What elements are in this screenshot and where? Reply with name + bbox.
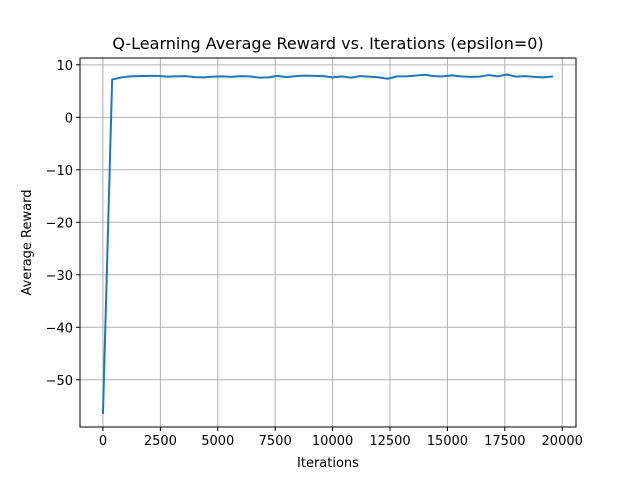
y-tick-label: 10	[56, 59, 73, 74]
y-tick-label: −30	[46, 269, 73, 284]
y-tick-label: 0	[65, 111, 73, 126]
grid-lines	[80, 58, 576, 427]
y-tick-label: −40	[46, 321, 73, 336]
chart-title: Q-Learning Average Reward vs. Iterations…	[112, 34, 543, 53]
plot-area-frame	[79, 57, 577, 428]
x-tick-label: 2500	[144, 434, 177, 449]
x-axis: 0 2500 5000 7500 10000 12500 15000 17500 20000	[99, 427, 583, 449]
series-line	[101, 73, 554, 414]
x-tick-label: 0	[99, 434, 107, 449]
x-tick-label: 20000	[542, 434, 583, 449]
y-tick-label: −20	[46, 216, 73, 231]
y-tick-label: −50	[46, 374, 73, 389]
x-tick-label: 7500	[259, 434, 292, 449]
x-axis-label: Iterations	[297, 456, 359, 471]
y-tick-label: −10	[46, 164, 73, 179]
x-tick-label: 10000	[312, 434, 353, 449]
x-tick-label: 12500	[369, 434, 410, 449]
y-axis-label: Average Reward	[20, 190, 35, 296]
y-axis: 10 0 −10 −20 −30 −40 −50	[46, 59, 80, 389]
x-tick-label: 15000	[427, 434, 468, 449]
x-tick-label: 5000	[201, 434, 234, 449]
x-tick-label: 17500	[484, 434, 525, 449]
series-layer	[101, 73, 554, 414]
